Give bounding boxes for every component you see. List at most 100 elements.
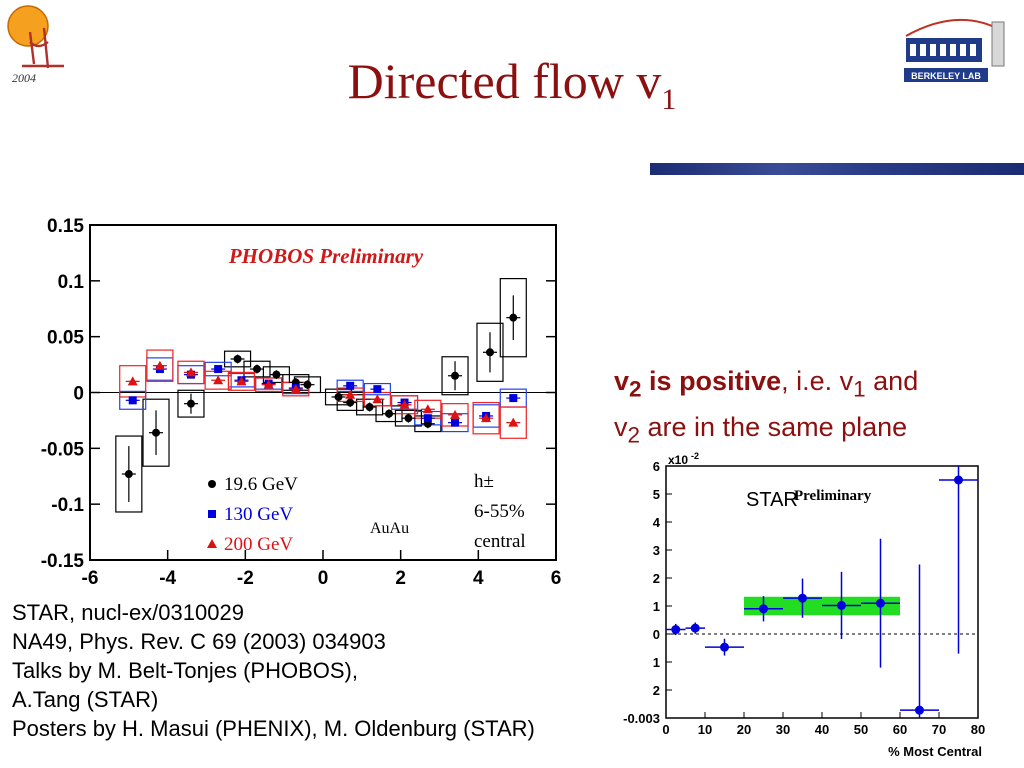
systematic-box: [356, 398, 384, 416]
data-point: [185, 367, 196, 377]
reference-item: Talks by M. Belt-Tonjes (PHOBOS),: [12, 658, 358, 683]
x-axis-label: % Most Central: [888, 744, 982, 759]
y-tick-label: 2: [653, 571, 660, 586]
data-point: [346, 381, 355, 390]
data-point: [214, 365, 223, 374]
multiplier-exponent: -2: [691, 451, 699, 461]
data-point: [404, 414, 413, 423]
data-point: [450, 409, 461, 419]
x-tick-label: 70: [932, 722, 946, 737]
data-point: [346, 398, 355, 407]
data-point: [671, 625, 681, 635]
star-label: STAR: [746, 489, 798, 511]
slide-title-subscript: 1: [661, 83, 677, 116]
x-tick-label: 2: [395, 568, 406, 589]
data-point: [451, 418, 460, 427]
y-tick-label: 5: [653, 487, 660, 502]
data-point: [372, 394, 383, 404]
annotation-central: central: [474, 531, 526, 552]
annotation-system: AuAu: [370, 520, 409, 537]
v2-statement-line1: v2 is positive, i.e. v1 and: [614, 366, 919, 402]
y-tick-label: 6: [653, 459, 660, 474]
data-point: [485, 348, 494, 357]
legend-marker: [207, 539, 217, 548]
annotation-centrality: 6-55%: [474, 501, 525, 522]
bridge-icon: [22, 27, 64, 69]
y-tick-label: -0.003: [623, 711, 660, 726]
systematic-box: [499, 277, 527, 358]
systematic-box: [177, 360, 205, 385]
x-axis-label: η: [520, 591, 537, 595]
systematic-box: [146, 349, 174, 382]
slide-title: Directed flow v1: [0, 52, 1024, 117]
data-point: [798, 593, 807, 603]
data-point: [186, 399, 195, 408]
data-point: [720, 642, 729, 652]
reference-item: NA49, Phys. Rev. C 69 (2003) 034903: [12, 629, 386, 654]
y-tick-label: 0.15: [47, 216, 84, 237]
systematic-box: [476, 322, 504, 382]
preliminary-label: Preliminary: [794, 488, 872, 504]
data-point: [509, 394, 518, 403]
data-point: [423, 414, 432, 423]
y-tick-label: 0.1: [58, 272, 85, 293]
berkeley-lab-logo: BERKELEY LAB: [904, 18, 1005, 82]
legend-label: 130 GeV: [224, 504, 293, 525]
systematic-box: [177, 389, 205, 418]
data-point: [954, 475, 963, 485]
y-tick-label: 0.05: [47, 328, 84, 349]
y-tick-label: 0: [73, 384, 84, 405]
annotation-particle: h±: [474, 471, 494, 492]
berkeley-lab-text: BERKELEY LAB: [911, 71, 981, 81]
x-tick-label: 80: [971, 722, 985, 737]
systematic-box: [390, 395, 419, 415]
legend-marker: [208, 480, 216, 488]
data-point: [915, 705, 924, 715]
x-tick-label: 50: [854, 722, 868, 737]
x-tick-label: -6: [82, 568, 99, 589]
data-point: [124, 470, 133, 479]
data-point: [154, 360, 165, 370]
multiplier-label: x10: [668, 453, 688, 467]
data-point: [365, 403, 374, 412]
x-tick-label: 40: [815, 722, 829, 737]
data-point: [334, 392, 343, 401]
systematic-box: [142, 398, 170, 467]
data-point: [481, 413, 492, 423]
data-point: [373, 385, 382, 394]
data-point: [345, 389, 356, 399]
systematic-box: [499, 406, 527, 439]
y-tick-label: -0.05: [41, 439, 85, 460]
data-point: [303, 380, 312, 389]
y-tick-label: -0.1: [51, 495, 84, 516]
data-point: [876, 598, 885, 608]
systematic-box: [255, 377, 283, 392]
data-point: [399, 399, 410, 409]
plot-frame: [665, 465, 979, 719]
systematic-box: [227, 371, 256, 391]
x-tick-label: 0: [662, 722, 669, 737]
decorative-bar: [650, 163, 1024, 175]
v2-statement-line2: v2 are in the same plane: [614, 412, 908, 448]
systematic-box: [223, 350, 252, 368]
legend-label: 200 GeV: [224, 534, 293, 555]
x-tick-label: -2: [237, 568, 254, 589]
data-point: [837, 600, 846, 610]
reference-item: A.Tang (STAR): [12, 687, 159, 712]
chart-title: PHOBOS Preliminary: [228, 244, 424, 268]
x-tick-label: 0: [318, 568, 329, 589]
v2-statement: v2 is positive, i.e. v1 and v2 are in th…: [614, 362, 1014, 455]
data-point: [233, 355, 242, 363]
y-tick-label: 4: [653, 515, 661, 530]
data-point: [422, 404, 433, 414]
systematic-box: [119, 390, 147, 410]
systematic-box: [441, 356, 469, 396]
logo-year: 2004: [12, 71, 36, 85]
data-point: [127, 376, 138, 386]
reference-item: Posters by H. Masui (PHENIX), M. Oldenbu…: [12, 716, 535, 741]
slide-title-text: Directed flow v: [347, 53, 662, 109]
data-point: [290, 384, 301, 394]
sun-icon: [7, 5, 49, 47]
data-point: [213, 375, 224, 385]
